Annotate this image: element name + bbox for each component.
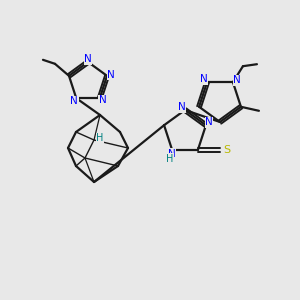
Text: N: N — [99, 95, 106, 105]
Text: N: N — [233, 75, 241, 85]
Text: S: S — [224, 145, 230, 155]
Text: N: N — [168, 149, 176, 159]
Text: N: N — [107, 70, 115, 80]
Text: N: N — [200, 74, 208, 84]
Text: N: N — [178, 102, 186, 112]
Text: H: H — [167, 154, 174, 164]
Text: H: H — [96, 133, 104, 143]
Text: N: N — [70, 96, 78, 106]
Text: N: N — [205, 117, 213, 127]
Text: N: N — [84, 54, 92, 64]
